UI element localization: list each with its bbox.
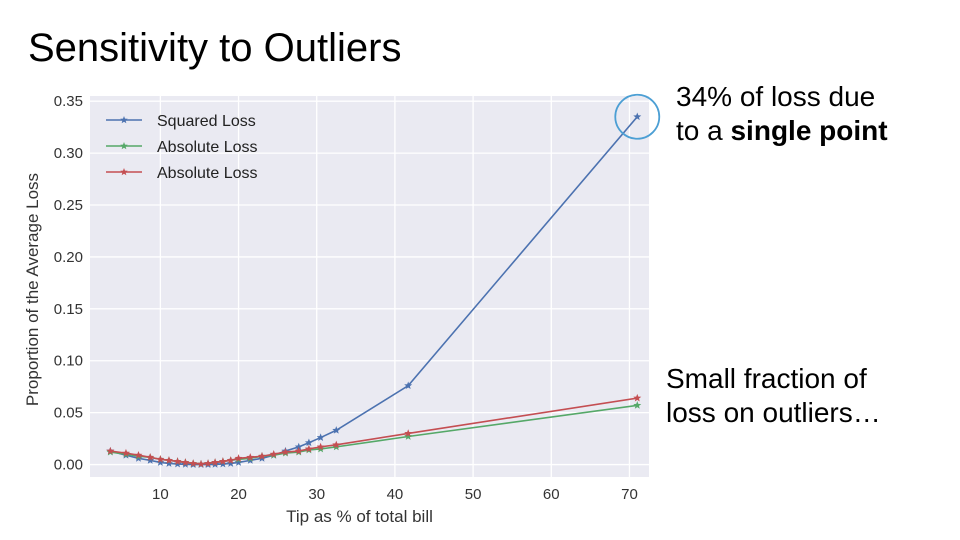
x-tick-label: 40 bbox=[387, 486, 404, 503]
annotation-small-fraction: Small fraction of loss on outliers… bbox=[666, 362, 936, 430]
legend-label: Absolute Loss bbox=[157, 139, 258, 156]
y-tick-label: 0.00 bbox=[54, 457, 83, 474]
legend-label: Absolute Loss bbox=[157, 165, 258, 182]
annotation-top-line1: 34% of loss due bbox=[676, 80, 946, 114]
annotation-bottom-line2: loss on outliers… bbox=[666, 396, 936, 430]
annotation-bottom-line1: Small fraction of bbox=[666, 362, 936, 396]
annotation-outlier-share: 34% of loss due to a single point bbox=[676, 80, 946, 148]
y-tick-label: 0.05 bbox=[54, 405, 83, 422]
y-tick-label: 0.30 bbox=[54, 145, 83, 162]
x-tick-label: 10 bbox=[152, 486, 169, 503]
legend-label: Squared Loss bbox=[157, 113, 256, 130]
x-tick-label: 20 bbox=[230, 486, 247, 503]
x-tick-label: 50 bbox=[465, 486, 482, 503]
y-tick-label: 0.25 bbox=[54, 197, 83, 214]
x-tick-label: 60 bbox=[543, 486, 560, 503]
x-tick-label: 70 bbox=[621, 486, 638, 503]
annotation-top-line2-prefix: to a bbox=[676, 115, 730, 146]
y-tick-label: 0.15 bbox=[54, 301, 83, 318]
y-axis-label: Proportion of the Average Loss bbox=[23, 173, 42, 406]
annotation-top-line2: to a single point bbox=[676, 114, 946, 148]
x-axis-label: Tip as % of total bill bbox=[286, 507, 433, 526]
y-tick-label: 0.35 bbox=[54, 93, 83, 110]
annotation-top-line2-bold: single point bbox=[730, 115, 887, 146]
y-tick-label: 0.20 bbox=[54, 249, 83, 266]
y-tick-label: 0.10 bbox=[54, 353, 83, 370]
x-tick-label: 30 bbox=[308, 486, 325, 503]
